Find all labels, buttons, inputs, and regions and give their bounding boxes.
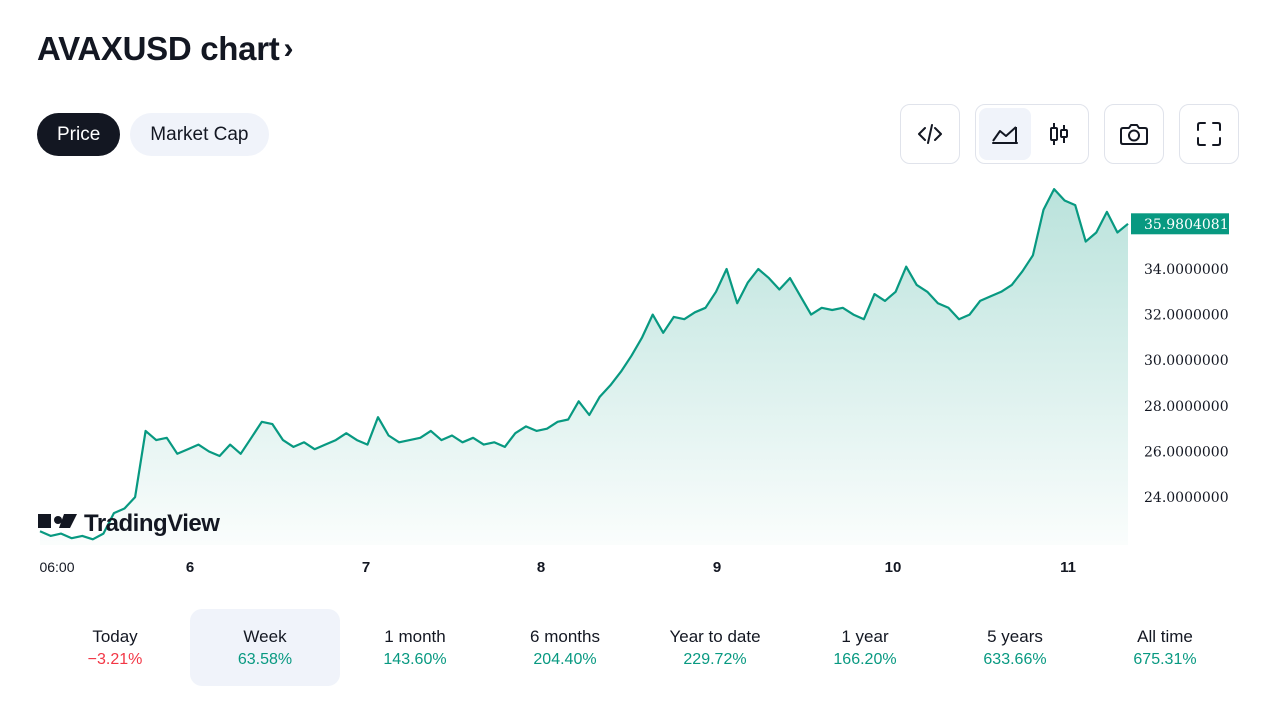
tradingview-logo-text: TradingView xyxy=(84,510,220,537)
embed-button[interactable] xyxy=(900,104,960,164)
price-line xyxy=(39,188,1129,541)
fullscreen-icon xyxy=(1197,122,1221,146)
price-chart[interactable]: 24.0000000 26.0000000 28.0000000 30.0000000… xyxy=(0,170,1280,590)
last-price-marker: 35.9804081 xyxy=(1131,213,1229,235)
period-change: 204.40% xyxy=(533,650,597,668)
y-tick-label: 24.0000000 xyxy=(1144,490,1229,506)
last-price-badge xyxy=(1131,213,1229,235)
x-tick-label: 11 xyxy=(1060,559,1076,576)
tab-price[interactable]: Price xyxy=(37,113,121,156)
snapshot-button[interactable] xyxy=(1104,104,1164,164)
chart-tabs: Price Market Cap xyxy=(37,113,269,156)
area-chart-icon xyxy=(992,126,1018,144)
area-chart-button[interactable] xyxy=(979,108,1031,160)
performance-periods: Today −3.21% Week 63.58% 1 month 143.60% 6 mon… xyxy=(40,609,1240,686)
period-change: −3.21% xyxy=(87,650,143,668)
candlestick-button[interactable] xyxy=(1033,108,1085,160)
price-area-fill xyxy=(40,189,1128,545)
period-label: 6 months xyxy=(530,626,600,646)
x-tick-label: 06:00 xyxy=(39,559,74,575)
period-label: 1 month xyxy=(384,626,446,646)
period-1-year[interactable]: 1 year 166.20% xyxy=(790,609,940,686)
period-week[interactable]: Week 63.58% xyxy=(190,609,340,686)
period-today[interactable]: Today −3.21% xyxy=(40,609,190,686)
x-tick-label: 9 xyxy=(713,559,721,576)
tradingview-logo-mark xyxy=(38,514,51,528)
period-change: 229.72% xyxy=(683,650,747,668)
x-tick-label: 8 xyxy=(537,559,545,576)
y-tick-label: 28.0000000 xyxy=(1144,399,1229,415)
camera-icon xyxy=(1120,124,1148,145)
period-change: 166.20% xyxy=(833,650,897,668)
fullscreen-button[interactable] xyxy=(1179,104,1239,164)
candlestick-icon xyxy=(1050,123,1068,145)
y-tick-label: 32.0000000 xyxy=(1144,308,1229,324)
period-6-months[interactable]: 6 months 204.40% xyxy=(490,609,640,686)
page-title[interactable]: AVAXUSD chart › xyxy=(37,30,293,68)
y-axis: 24.0000000 26.0000000 28.0000000 30.0000000… xyxy=(1144,262,1229,506)
period-change: 143.60% xyxy=(383,650,447,668)
tab-market-cap[interactable]: Market Cap xyxy=(130,113,269,156)
period-5-years[interactable]: 5 years 633.66% xyxy=(940,609,1090,686)
tradingview-logo: TradingView xyxy=(38,510,221,537)
page-title-text: AVAXUSD chart xyxy=(37,30,280,67)
period-year-to-date[interactable]: Year to date 229.72% xyxy=(640,609,790,686)
chart-style-group xyxy=(975,104,1089,164)
period-label: 1 year xyxy=(841,626,889,646)
period-1-month[interactable]: 1 month 143.60% xyxy=(340,609,490,686)
period-all-time[interactable]: All time 675.31% xyxy=(1090,609,1240,686)
last-price-label: 35.9804081 xyxy=(1144,217,1229,233)
tradingview-logo-slash xyxy=(59,514,77,528)
period-label: Week xyxy=(243,626,287,646)
period-label: Year to date xyxy=(669,626,761,646)
period-label: All time xyxy=(1137,626,1193,646)
x-axis: 06:00 6 7 8 9 10 11 xyxy=(39,559,1075,576)
y-tick-label: 26.0000000 xyxy=(1144,444,1229,460)
period-change: 633.66% xyxy=(983,650,1047,668)
period-label: 5 years xyxy=(987,626,1043,646)
y-tick-label: 34.0000000 xyxy=(1144,262,1229,278)
tradingview-logo-dot xyxy=(54,516,62,524)
x-tick-label: 7 xyxy=(362,559,370,576)
chevron-right-icon: › xyxy=(283,32,294,65)
period-label: Today xyxy=(92,626,138,646)
x-tick-label: 10 xyxy=(885,559,902,576)
period-change: 63.58% xyxy=(237,650,293,668)
period-change: 675.31% xyxy=(1133,650,1197,668)
y-tick-label: 30.0000000 xyxy=(1144,353,1229,369)
code-icon xyxy=(918,124,942,144)
x-tick-label: 6 xyxy=(186,559,194,576)
